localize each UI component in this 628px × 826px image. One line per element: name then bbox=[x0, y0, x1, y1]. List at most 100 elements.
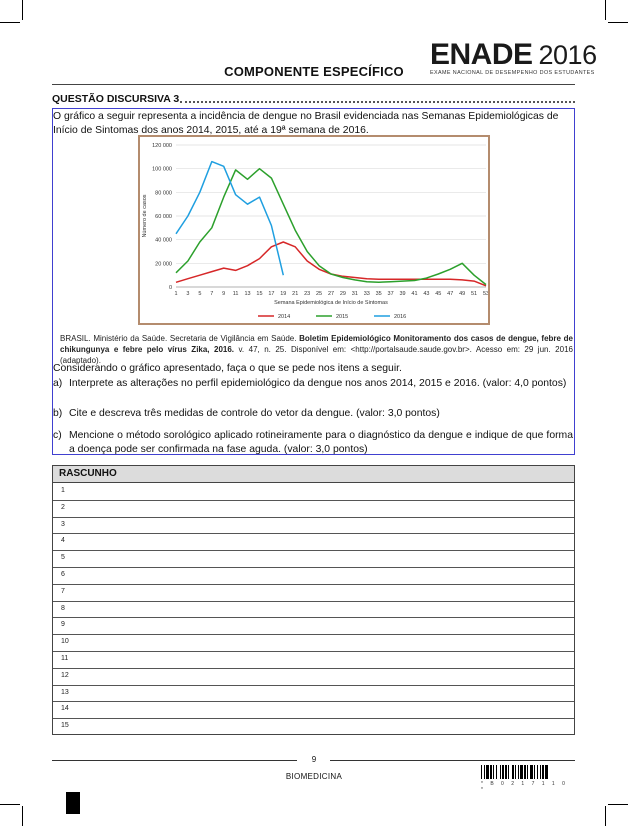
draft-line bbox=[53, 533, 574, 535]
x-tick-label: 53 bbox=[483, 291, 488, 297]
item-letter: c) bbox=[53, 430, 62, 441]
draft-line bbox=[53, 516, 574, 518]
legend-label: 2015 bbox=[336, 314, 348, 320]
item-letter: b) bbox=[53, 408, 63, 419]
crop-mark bbox=[22, 0, 23, 20]
barcode-bar bbox=[484, 765, 485, 779]
draft-area[interactable]: RASCUNHO 1 2 3 4 5 6 7 8 9 10 11 12 13 14 15 bbox=[52, 465, 575, 735]
x-tick-label: 35 bbox=[376, 291, 382, 297]
barcode-bar bbox=[512, 765, 514, 779]
question-intro: O gráfico a seguir representa a incidênc… bbox=[53, 111, 559, 136]
x-tick-label: 15 bbox=[256, 291, 262, 297]
line-number: 2 bbox=[61, 503, 65, 511]
y-tick-label: 80 000 bbox=[155, 190, 172, 196]
barcode bbox=[481, 765, 548, 779]
series-line-2015 bbox=[175, 167, 487, 286]
logo-text: ENADE bbox=[430, 38, 533, 71]
crop-mark bbox=[608, 804, 628, 805]
question-label: QUESTÃO DISCURSIVA 3 bbox=[52, 93, 180, 105]
barcode-bar bbox=[508, 765, 509, 779]
footer-rule bbox=[330, 760, 575, 761]
x-tick-label: 25 bbox=[316, 291, 322, 297]
x-tick-label: 21 bbox=[292, 291, 298, 297]
registration-mark bbox=[66, 792, 80, 814]
draft-line bbox=[53, 567, 574, 568]
barcode-bar bbox=[524, 765, 526, 779]
series-line-2014 bbox=[175, 241, 487, 287]
barcode-bar bbox=[537, 765, 538, 779]
x-tick-label: 27 bbox=[328, 291, 334, 297]
y-tick-label: 0 bbox=[169, 285, 172, 291]
draft-line bbox=[53, 499, 574, 501]
line-number: 4 bbox=[61, 537, 65, 545]
barcode-bar bbox=[500, 765, 501, 779]
x-tick-label: 1 bbox=[174, 291, 177, 297]
legend-label: 2014 bbox=[278, 314, 290, 320]
source-suffix: v. 47, n. 25. Disponível em: <http://por… bbox=[60, 345, 573, 365]
logo-year: 2016 bbox=[538, 40, 598, 70]
line-number: 1 bbox=[61, 487, 65, 494]
crop-mark bbox=[0, 804, 20, 805]
barcode-bar bbox=[502, 765, 504, 779]
line-number: 13 bbox=[61, 688, 69, 696]
line-number: 7 bbox=[61, 587, 65, 595]
series-line-2016 bbox=[175, 160, 285, 276]
section-divider bbox=[52, 84, 575, 85]
question-instruction: Considerando o gráfico apresentado, faça… bbox=[53, 363, 402, 374]
x-tick-label: 49 bbox=[459, 291, 465, 297]
draft-line bbox=[53, 684, 574, 686]
draft-line bbox=[53, 550, 574, 552]
line-number: 14 bbox=[61, 705, 69, 713]
y-axis-title: Número de casos bbox=[142, 194, 148, 237]
x-axis-title: Semana Epidemiológica de Início de Sinto… bbox=[274, 300, 388, 306]
draft-line bbox=[53, 701, 574, 703]
barcode-bar bbox=[496, 765, 497, 779]
line-number: 6 bbox=[61, 571, 65, 578]
line-number: 10 bbox=[61, 638, 69, 646]
barcode-bar bbox=[493, 765, 494, 779]
x-tick-label: 5 bbox=[198, 291, 201, 297]
x-tick-label: 13 bbox=[244, 291, 250, 297]
line-number: 11 bbox=[61, 655, 69, 662]
draft-line bbox=[53, 667, 574, 669]
x-tick-label: 39 bbox=[399, 291, 405, 297]
dengue-chart: 0 20 000 40 000 60 000 80 000 100 000 120 000 1… bbox=[138, 135, 490, 325]
dotted-rule bbox=[180, 101, 575, 103]
page-number: 9 bbox=[311, 755, 317, 764]
barcode-bar bbox=[534, 765, 535, 779]
draft-header: RASCUNHO bbox=[53, 466, 574, 483]
x-tick-label: 19 bbox=[280, 291, 286, 297]
barcode-bar bbox=[542, 765, 544, 779]
x-tick-label: 47 bbox=[447, 291, 453, 297]
source-bold: Boletim Epidemiológico Monitoramento dos… bbox=[60, 334, 573, 354]
chart-source: BRASIL. Ministério da Saúde. Secretaria … bbox=[60, 333, 573, 366]
barcode-bar bbox=[527, 765, 528, 779]
y-tick-label: 40 000 bbox=[155, 238, 172, 244]
line-number: 3 bbox=[61, 520, 65, 528]
crop-mark bbox=[605, 0, 606, 20]
x-tick-label: 45 bbox=[435, 291, 441, 297]
barcode-bar bbox=[481, 765, 482, 779]
item-text: Mencione o método sorológico aplicado ro… bbox=[69, 430, 573, 455]
item-text: Cite e descreva três medidas de controle… bbox=[69, 408, 440, 419]
crop-mark bbox=[605, 806, 606, 826]
barcode-bar bbox=[505, 765, 507, 779]
y-tick-label: 20 000 bbox=[155, 261, 172, 267]
x-tick-label: 37 bbox=[388, 291, 394, 297]
draft-title: RASCUNHO bbox=[59, 468, 117, 479]
item-letter: a) bbox=[53, 378, 63, 389]
x-tick-label: 23 bbox=[304, 291, 310, 297]
course-name: BIOMEDICINA bbox=[285, 772, 343, 781]
line-number: 9 bbox=[61, 621, 65, 629]
x-tick-label: 41 bbox=[411, 291, 417, 297]
barcode-bar bbox=[545, 765, 548, 779]
draft-line bbox=[53, 600, 574, 602]
x-tick-label: 31 bbox=[352, 291, 358, 297]
barcode-bar bbox=[490, 765, 492, 779]
crop-mark bbox=[608, 22, 628, 23]
draft-line bbox=[53, 583, 574, 585]
barcode-bar bbox=[518, 765, 519, 779]
y-tick-label: 60 000 bbox=[155, 214, 172, 220]
legend-label: 2016 bbox=[394, 314, 406, 320]
y-tick-label: 100 000 bbox=[152, 167, 172, 173]
